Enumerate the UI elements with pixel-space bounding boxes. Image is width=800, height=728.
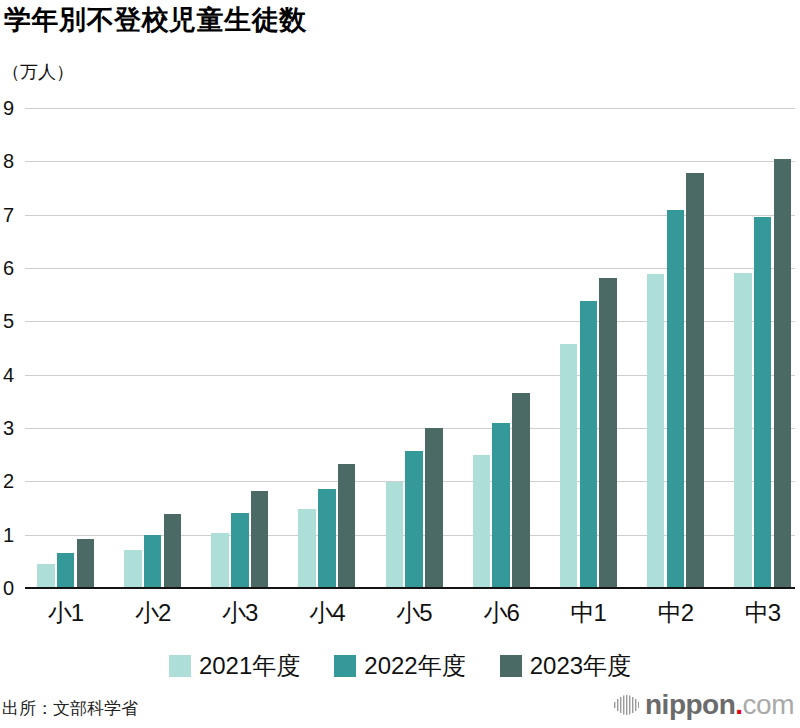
bar-series2-cat1 bbox=[57, 553, 75, 588]
bar-group-9 bbox=[734, 159, 791, 588]
legend-item-3: 2023年度 bbox=[500, 650, 631, 682]
bar-series1-cat3 bbox=[211, 533, 229, 588]
source-note: 出所：文部科学省 bbox=[2, 697, 138, 720]
nippon-com-logo: nippon.com bbox=[613, 691, 794, 719]
logo-tld: com bbox=[743, 689, 794, 720]
logo-name: nippon bbox=[645, 689, 735, 720]
x-label-7: 中1 bbox=[560, 597, 617, 629]
bar-series3-cat6 bbox=[512, 393, 530, 588]
x-label-4: 小4 bbox=[298, 597, 355, 629]
bar-series1-cat2 bbox=[124, 550, 142, 588]
bar-group-2 bbox=[124, 514, 181, 588]
legend-label: 2021年度 bbox=[199, 650, 300, 682]
y-tick-label-4: 4 bbox=[3, 365, 23, 385]
bar-group-7 bbox=[560, 278, 617, 588]
bar-series3-cat7 bbox=[599, 278, 617, 588]
vertical-bars-disc-icon bbox=[613, 691, 639, 719]
chart-canvas: 学年別不登校児童生徒数 （万人） 0 1 2 3 4 5 6 7 8 9 小1 小2 小3 小4 小5 小6… bbox=[0, 0, 800, 728]
bar-series2-cat6 bbox=[492, 423, 510, 588]
x-axis-category-labels: 小1 小2 小3 小4 小5 小6 中1 中2 中3 bbox=[37, 597, 791, 629]
logo-dot: . bbox=[735, 689, 742, 720]
legend: 2021年度 2022年度 2023年度 bbox=[0, 650, 800, 682]
legend-item-2: 2022年度 bbox=[334, 650, 465, 682]
bar-series3-cat2 bbox=[164, 514, 182, 588]
bar-series1-cat4 bbox=[298, 509, 316, 588]
y-tick-label-1: 1 bbox=[3, 525, 23, 545]
bar-group-6 bbox=[473, 393, 530, 588]
y-tick-label-8: 8 bbox=[3, 151, 23, 171]
bar-series2-cat4 bbox=[318, 489, 336, 588]
bar-series2-cat3 bbox=[231, 513, 249, 588]
y-tick-label-2: 2 bbox=[3, 471, 23, 491]
bar-group-5 bbox=[386, 428, 443, 588]
y-tick-label-3: 3 bbox=[3, 418, 23, 438]
logo-text: nippon.com bbox=[645, 691, 794, 719]
bar-group-4 bbox=[298, 464, 355, 588]
y-tick-label-5: 5 bbox=[3, 311, 23, 331]
bar-series1-cat6 bbox=[473, 455, 491, 588]
bar-series3-cat8 bbox=[686, 173, 704, 588]
y-tick-label-9: 9 bbox=[3, 98, 23, 118]
x-label-6: 小6 bbox=[473, 597, 530, 629]
x-axis-line bbox=[25, 587, 795, 590]
bar-series1-cat8 bbox=[647, 274, 665, 588]
y-tick-label-7: 7 bbox=[3, 205, 23, 225]
legend-label: 2022年度 bbox=[364, 650, 465, 682]
bar-series3-cat9 bbox=[774, 159, 792, 588]
x-label-2: 小2 bbox=[124, 597, 181, 629]
bar-series3-cat5 bbox=[425, 428, 443, 588]
bar-series3-cat3 bbox=[251, 491, 269, 588]
x-label-1: 小1 bbox=[37, 597, 94, 629]
bar-series2-cat9 bbox=[754, 217, 772, 588]
x-label-9: 中3 bbox=[734, 597, 791, 629]
bar-group-8 bbox=[647, 173, 704, 588]
bar-series2-cat5 bbox=[405, 451, 423, 588]
y-axis-unit-label: （万人） bbox=[2, 60, 74, 84]
bar-series2-cat7 bbox=[580, 301, 598, 588]
bar-group-3 bbox=[211, 491, 268, 588]
bar-series1-cat5 bbox=[386, 482, 404, 588]
bar-series2-cat8 bbox=[667, 210, 685, 588]
chart-title: 学年別不登校児童生徒数 bbox=[4, 2, 307, 38]
bar-series1-cat7 bbox=[560, 344, 578, 588]
legend-item-1: 2021年度 bbox=[169, 650, 300, 682]
x-label-3: 小3 bbox=[211, 597, 268, 629]
bar-series1-cat1 bbox=[37, 564, 55, 588]
bar-series1-cat9 bbox=[734, 273, 752, 588]
y-tick-label-6: 6 bbox=[3, 258, 23, 278]
y-tick-label-0: 0 bbox=[3, 578, 23, 598]
legend-swatch-icon bbox=[334, 655, 356, 677]
legend-swatch-icon bbox=[169, 655, 191, 677]
legend-label: 2023年度 bbox=[530, 650, 631, 682]
legend-swatch-icon bbox=[500, 655, 522, 677]
plot-area: 0123456789 bbox=[0, 108, 800, 588]
bars-layer bbox=[37, 108, 791, 588]
x-label-5: 小5 bbox=[386, 597, 443, 629]
bar-series3-cat1 bbox=[77, 539, 95, 588]
bar-series2-cat2 bbox=[144, 535, 162, 588]
bar-group-1 bbox=[37, 539, 94, 588]
x-label-8: 中2 bbox=[647, 597, 704, 629]
bar-series3-cat4 bbox=[338, 464, 356, 588]
